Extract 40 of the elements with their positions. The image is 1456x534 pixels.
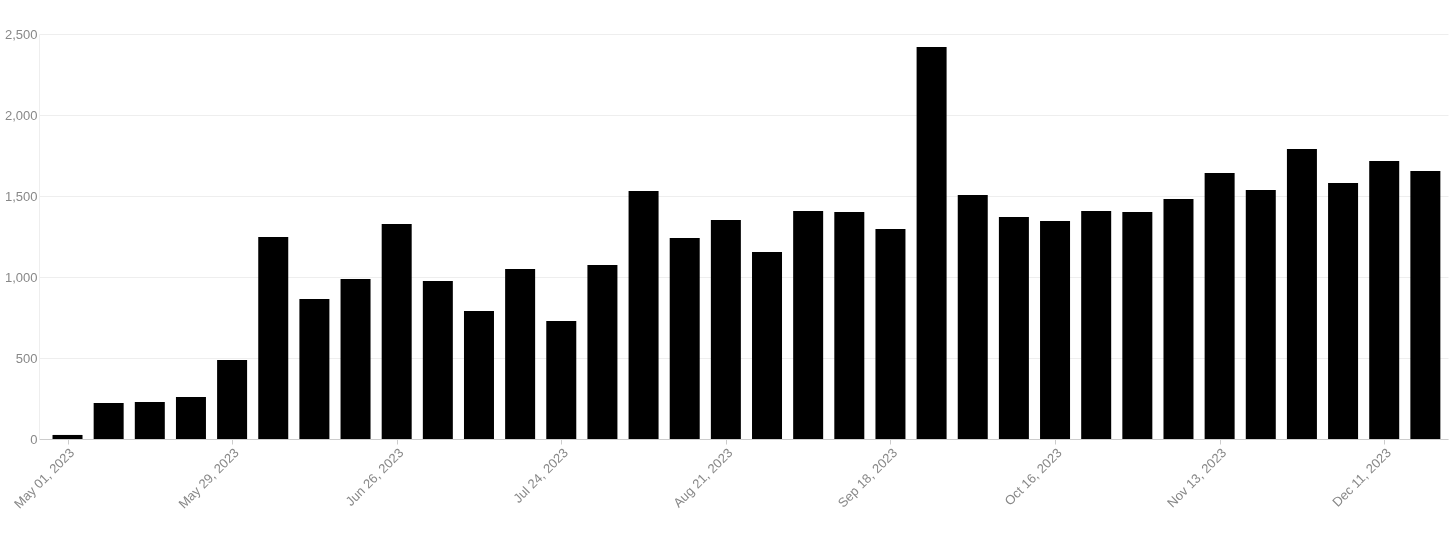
- bar: [463, 311, 494, 439]
- y-tick-label: 1,000: [4, 269, 38, 285]
- bar: [422, 281, 453, 439]
- bar: [628, 190, 659, 439]
- bar: [1369, 161, 1400, 439]
- bar: [1163, 199, 1194, 439]
- bar: [1081, 211, 1112, 439]
- bar: [52, 434, 83, 439]
- bar: [834, 212, 865, 439]
- bar: [546, 321, 577, 439]
- bar: [998, 217, 1029, 439]
- bar: [1245, 190, 1276, 439]
- bar: [1410, 171, 1441, 439]
- bar: [505, 269, 536, 439]
- y-tick-label: 0: [30, 431, 38, 447]
- bar: [669, 237, 700, 439]
- bar: [916, 46, 947, 439]
- bar: [1122, 212, 1153, 439]
- bar: [258, 236, 289, 439]
- bar: [134, 402, 165, 439]
- bar: [340, 278, 371, 439]
- bar: [1328, 183, 1359, 439]
- y-tick-label: 1,500: [4, 188, 38, 204]
- bar: [875, 229, 906, 439]
- bar: [1286, 149, 1317, 439]
- bar: [793, 211, 824, 439]
- y-tick-label: 2,500: [4, 26, 38, 42]
- bar: [217, 359, 248, 439]
- bar: [587, 265, 618, 439]
- bar: [1040, 220, 1071, 439]
- y-tick-label: 2,000: [4, 107, 38, 123]
- bar: [299, 299, 330, 439]
- bar: [957, 195, 988, 439]
- bar: [710, 219, 741, 439]
- y-tick-label: 500: [15, 350, 38, 366]
- bar: [752, 252, 783, 439]
- bar: [1204, 173, 1235, 439]
- bar: [175, 397, 206, 439]
- bar: [93, 403, 124, 439]
- bar: [381, 224, 412, 439]
